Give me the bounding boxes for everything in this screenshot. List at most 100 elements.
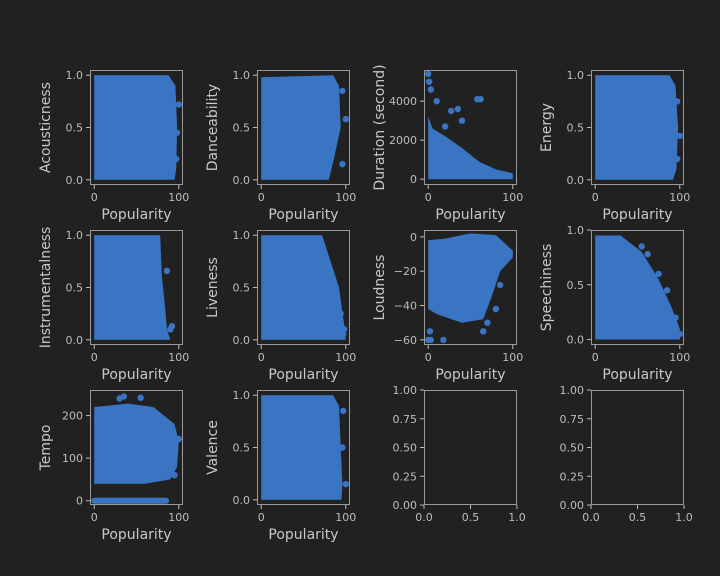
x-tick-label: 0 [91,511,98,524]
x-tick-label: 0 [592,351,599,364]
y-tick-label: 0.0 [66,174,84,187]
x-tick-label: 100 [168,511,189,524]
data-point [173,155,180,163]
y-tick-label: 0.0 [233,174,251,187]
x-tick-label: 100 [335,191,356,204]
y-axis-label: Speechiness [539,244,555,332]
data-point [339,87,346,95]
data-point [655,270,662,277]
x-axis-label: Popularity [268,367,338,383]
data-point [339,160,346,168]
y-tick-label: 0.0 [567,334,585,347]
data-point [672,314,679,321]
y-tick-label: 0.5 [66,282,84,295]
x-axis-label: Popularity [101,527,171,543]
data-point [674,155,681,163]
y-tick-label: 0.75 [560,413,585,426]
data-point [433,298,440,306]
y-tick-label: 0.25 [393,470,418,483]
data-point [339,444,346,451]
x-tick-label: 0 [425,191,432,204]
data-point [340,407,347,415]
data-point [175,101,182,108]
y-axis-label: Loudness [372,255,388,321]
y-tick-label: 100 [62,452,83,465]
y-tick-label: 1.00 [393,384,418,397]
axes-frame [591,230,684,345]
data-point [480,328,487,335]
x-tick-label: 100 [168,191,189,204]
panel-6: 0 100 0.0 0.5 1.0 Popularity Liveness [205,229,356,383]
panel-8: 0 100 0.0 0.5 1.0 Popularity Speechiness [539,224,690,383]
y-tick-label: 1.0 [567,224,585,237]
data-point [137,394,144,401]
y-axis-label: Valence [205,420,221,475]
data-point [440,336,447,344]
x-tick-label: 100 [669,351,690,364]
point-cloud [428,233,513,323]
x-tick-label: 100 [502,191,523,204]
panel-4: 0 100 0.0 0.5 1.0 Popularity Energy [539,69,690,223]
point-cloud [595,75,679,180]
plot-area [261,395,349,500]
y-tick-label: 0.0 [66,334,84,347]
x-tick-label: 100 [669,191,690,204]
data-point [496,281,504,289]
axes-frame [591,390,684,505]
panel-9: 0 100 0 100 200 Popularity Tempo [38,390,189,543]
plot-area [425,233,513,344]
y-tick-label: 0.50 [560,442,585,455]
data-point [676,330,683,338]
data-point [173,129,181,136]
data-point [433,98,440,105]
plot-area [94,235,176,340]
x-tick-label: 0 [258,511,265,524]
plot-area [261,235,348,340]
data-point [644,250,651,258]
y-axis-label: Energy [539,103,555,152]
y-tick-label: −40 [394,300,417,313]
x-tick-label: 100 [335,511,356,524]
x-tick-label: 0.0 [582,511,600,524]
y-tick-label: 1.0 [233,229,251,242]
x-tick-label: 1.0 [508,511,526,524]
x-axis-label: Popularity [101,207,171,223]
y-axis-label: Duration (second) [372,64,388,190]
data-point [340,326,348,333]
y-tick-label: 1.0 [66,69,84,82]
y-axis-label: Acousticness [38,82,54,173]
y-tick-label: 0.5 [233,122,251,135]
axes-frame [257,390,350,505]
x-tick-label: 0.0 [415,511,433,524]
axes-frame [591,70,684,185]
y-tick-label: 0.5 [567,279,585,292]
data-point [167,326,174,333]
axes-frame [424,70,517,185]
x-tick-label: 0 [258,191,265,204]
y-tick-label: 0.0 [567,174,585,187]
panel-10: 0 100 0.0 0.5 1.0 Popularity Valence [205,389,356,543]
zero-tempo-band [91,497,170,504]
data-point [171,472,178,479]
panel-5: 0 100 0.0 0.5 1.0 Popularity Instrumentalness [38,227,189,383]
data-point [676,132,683,140]
x-tick-label: 1.0 [675,511,693,524]
data-point [342,115,349,123]
panel-1: 0 100 0.0 0.5 1.0 Popularity Acousticness [38,69,189,223]
data-point [447,107,455,115]
panel-12: 0.0 0.5 1.0 0.00 0.25 0.50 0.75 1.00 [560,384,693,524]
x-tick-label: 0 [91,351,98,364]
axes-frame [257,70,350,185]
x-tick-label: 0.5 [462,511,480,524]
data-point [477,96,484,103]
y-tick-label: 0.5 [233,282,251,295]
y-tick-label: 2000 [389,134,417,147]
data-point [484,319,491,326]
point-cloud [94,75,178,180]
data-point [638,243,645,250]
x-axis-label: Popularity [602,367,672,383]
y-axis-label: Tempo [38,425,54,472]
y-tick-label: 0.00 [560,499,585,512]
